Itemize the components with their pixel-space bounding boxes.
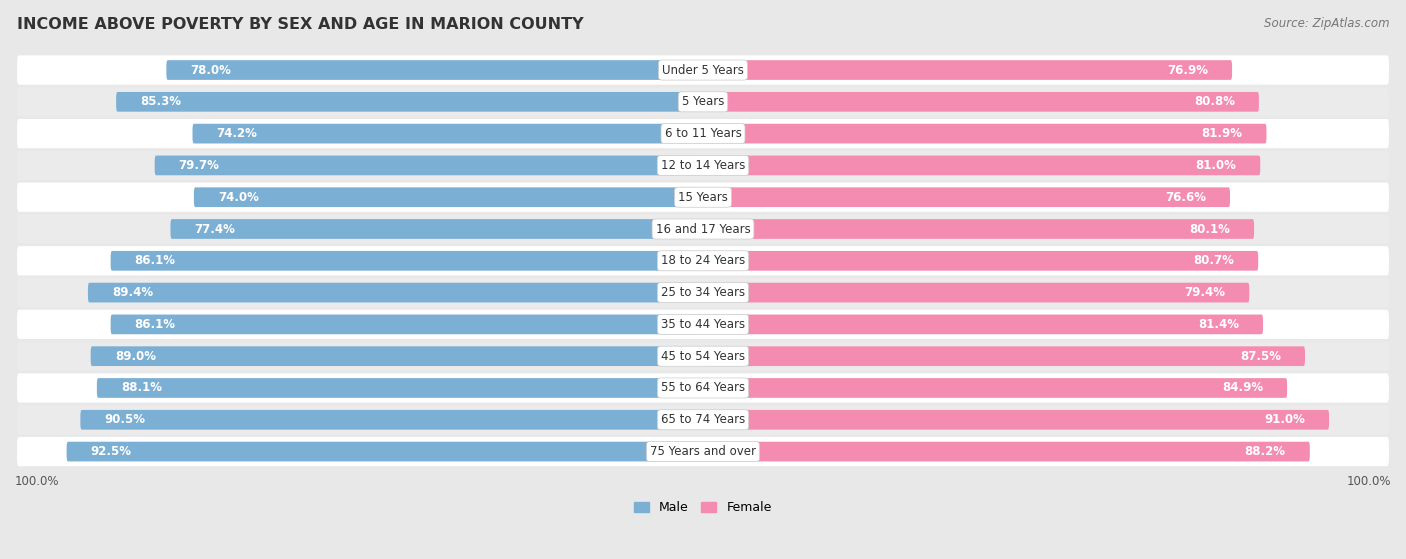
FancyBboxPatch shape (703, 251, 1258, 271)
Text: 91.0%: 91.0% (1264, 413, 1305, 427)
FancyBboxPatch shape (111, 251, 703, 271)
Text: 79.7%: 79.7% (179, 159, 219, 172)
FancyBboxPatch shape (703, 378, 1286, 398)
FancyBboxPatch shape (703, 124, 1267, 144)
FancyBboxPatch shape (17, 215, 1389, 244)
Text: 81.0%: 81.0% (1195, 159, 1236, 172)
FancyBboxPatch shape (703, 410, 1329, 430)
FancyBboxPatch shape (111, 315, 703, 334)
Text: 80.7%: 80.7% (1194, 254, 1234, 267)
FancyBboxPatch shape (89, 283, 703, 302)
Text: 88.2%: 88.2% (1244, 445, 1285, 458)
FancyBboxPatch shape (17, 373, 1389, 402)
Text: 86.1%: 86.1% (135, 318, 176, 331)
Text: 87.5%: 87.5% (1240, 350, 1281, 363)
FancyBboxPatch shape (703, 219, 1254, 239)
FancyBboxPatch shape (17, 437, 1389, 466)
FancyBboxPatch shape (17, 405, 1389, 434)
FancyBboxPatch shape (194, 187, 703, 207)
Text: 65 to 74 Years: 65 to 74 Years (661, 413, 745, 427)
Text: 88.1%: 88.1% (121, 381, 162, 395)
Text: 90.5%: 90.5% (104, 413, 145, 427)
Text: 6 to 11 Years: 6 to 11 Years (665, 127, 741, 140)
Text: 79.4%: 79.4% (1184, 286, 1225, 299)
FancyBboxPatch shape (17, 246, 1389, 276)
Text: 92.5%: 92.5% (90, 445, 132, 458)
FancyBboxPatch shape (117, 92, 703, 112)
Text: Under 5 Years: Under 5 Years (662, 64, 744, 77)
Text: 15 Years: 15 Years (678, 191, 728, 203)
Text: INCOME ABOVE POVERTY BY SEX AND AGE IN MARION COUNTY: INCOME ABOVE POVERTY BY SEX AND AGE IN M… (17, 17, 583, 32)
FancyBboxPatch shape (703, 442, 1310, 461)
Text: 76.9%: 76.9% (1167, 64, 1208, 77)
FancyBboxPatch shape (703, 155, 1260, 176)
FancyBboxPatch shape (17, 342, 1389, 371)
FancyBboxPatch shape (703, 60, 1232, 80)
Text: 89.4%: 89.4% (112, 286, 153, 299)
FancyBboxPatch shape (703, 347, 1305, 366)
Text: 74.0%: 74.0% (218, 191, 259, 203)
Text: 74.2%: 74.2% (217, 127, 257, 140)
FancyBboxPatch shape (17, 151, 1389, 180)
Text: 35 to 44 Years: 35 to 44 Years (661, 318, 745, 331)
Text: 76.6%: 76.6% (1166, 191, 1206, 203)
FancyBboxPatch shape (703, 283, 1250, 302)
FancyBboxPatch shape (17, 87, 1389, 116)
FancyBboxPatch shape (17, 310, 1389, 339)
FancyBboxPatch shape (193, 124, 703, 144)
FancyBboxPatch shape (17, 55, 1389, 84)
FancyBboxPatch shape (166, 60, 703, 80)
FancyBboxPatch shape (155, 155, 703, 176)
Text: 75 Years and over: 75 Years and over (650, 445, 756, 458)
Text: 85.3%: 85.3% (141, 96, 181, 108)
FancyBboxPatch shape (17, 183, 1389, 212)
Text: 55 to 64 Years: 55 to 64 Years (661, 381, 745, 395)
Text: 18 to 24 Years: 18 to 24 Years (661, 254, 745, 267)
FancyBboxPatch shape (66, 442, 703, 461)
Text: 80.1%: 80.1% (1189, 222, 1230, 235)
Text: 16 and 17 Years: 16 and 17 Years (655, 222, 751, 235)
Text: 81.9%: 81.9% (1201, 127, 1243, 140)
Text: 5 Years: 5 Years (682, 96, 724, 108)
Legend: Male, Female: Male, Female (634, 501, 772, 514)
Text: 100.0%: 100.0% (15, 475, 59, 489)
FancyBboxPatch shape (703, 315, 1263, 334)
Text: 12 to 14 Years: 12 to 14 Years (661, 159, 745, 172)
Text: 77.4%: 77.4% (194, 222, 235, 235)
FancyBboxPatch shape (703, 92, 1258, 112)
Text: 86.1%: 86.1% (135, 254, 176, 267)
Text: 80.8%: 80.8% (1194, 96, 1234, 108)
Text: 81.4%: 81.4% (1198, 318, 1239, 331)
FancyBboxPatch shape (17, 119, 1389, 148)
Text: 100.0%: 100.0% (1347, 475, 1391, 489)
FancyBboxPatch shape (97, 378, 703, 398)
FancyBboxPatch shape (703, 187, 1230, 207)
Text: 84.9%: 84.9% (1222, 381, 1263, 395)
FancyBboxPatch shape (17, 278, 1389, 307)
Text: 78.0%: 78.0% (190, 64, 232, 77)
FancyBboxPatch shape (90, 347, 703, 366)
Text: 45 to 54 Years: 45 to 54 Years (661, 350, 745, 363)
Text: Source: ZipAtlas.com: Source: ZipAtlas.com (1264, 17, 1389, 30)
Text: 25 to 34 Years: 25 to 34 Years (661, 286, 745, 299)
FancyBboxPatch shape (170, 219, 703, 239)
Text: 89.0%: 89.0% (115, 350, 156, 363)
FancyBboxPatch shape (80, 410, 703, 430)
